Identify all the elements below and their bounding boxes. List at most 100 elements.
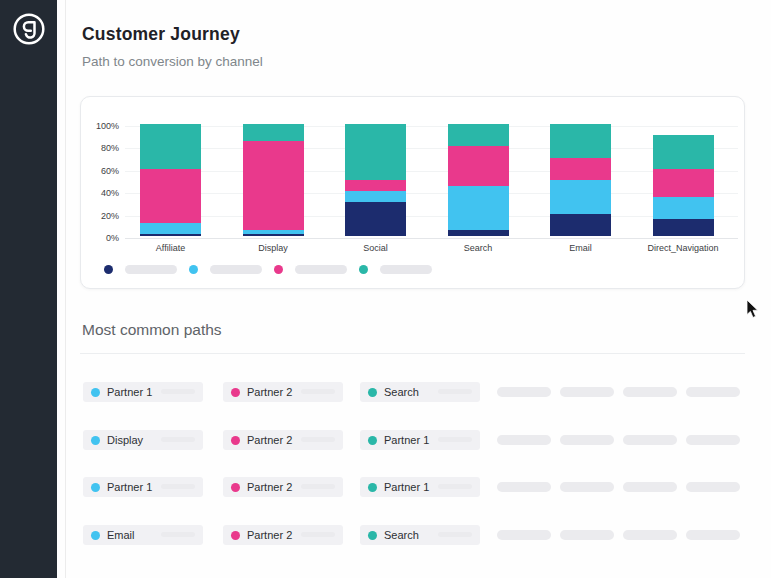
bar-email[interactable] xyxy=(550,124,611,236)
page-subtitle: Path to conversion by channel xyxy=(82,54,263,69)
path-step-chip[interactable]: Partner 2 xyxy=(223,525,343,545)
channel-dot-icon xyxy=(368,483,377,492)
path-step-placeholder xyxy=(623,435,677,445)
sidebar xyxy=(0,0,57,578)
app-logo-icon[interactable] xyxy=(11,11,47,47)
legend-item[interactable] xyxy=(104,264,177,274)
legend-dot-icon xyxy=(359,265,368,274)
path-step-label: Partner 1 xyxy=(384,481,429,493)
channel-dot-icon xyxy=(231,436,240,445)
path-step-chip[interactable]: Search xyxy=(360,525,480,545)
gridline xyxy=(125,193,738,194)
bar-segment[interactable] xyxy=(653,169,714,197)
bar-segment[interactable] xyxy=(653,197,714,219)
mouse-cursor-icon xyxy=(746,300,760,319)
bar-segment[interactable] xyxy=(448,230,509,236)
gridline xyxy=(125,238,738,239)
x-axis-label: Search xyxy=(423,243,533,253)
legend-label-placeholder xyxy=(295,265,347,274)
channel-dot-icon xyxy=(368,531,377,540)
bar-segment[interactable] xyxy=(243,124,304,141)
bar-segment[interactable] xyxy=(345,202,406,236)
paths-section-title: Most common paths xyxy=(82,321,222,339)
path-step-chip[interactable]: Partner 1 xyxy=(83,382,203,402)
bar-direct_navigation[interactable] xyxy=(653,135,714,236)
path-step-placeholder xyxy=(560,482,614,492)
path-step-label: Partner 2 xyxy=(247,529,292,541)
x-axis-label: Display xyxy=(218,243,328,253)
gridline xyxy=(125,126,738,127)
path-step-placeholder xyxy=(497,435,551,445)
bar-segment[interactable] xyxy=(345,124,406,180)
bar-segment[interactable] xyxy=(550,158,611,180)
bar-segment[interactable] xyxy=(243,234,304,236)
gridline xyxy=(125,171,738,172)
path-step-label: Partner 1 xyxy=(107,386,152,398)
path-step-chip[interactable]: Partner 2 xyxy=(223,477,343,497)
path-step-placeholder xyxy=(497,387,551,397)
legend-dot-icon xyxy=(104,265,113,274)
bar-segment[interactable] xyxy=(140,234,201,236)
bar-segment[interactable] xyxy=(550,124,611,158)
bar-segment[interactable] xyxy=(345,180,406,191)
gridline xyxy=(125,148,738,149)
channel-dot-icon xyxy=(91,436,100,445)
path-step-chip[interactable]: Search xyxy=(360,382,480,402)
legend-dot-icon xyxy=(189,265,198,274)
path-step-placeholder xyxy=(497,482,551,492)
legend-item[interactable] xyxy=(359,264,432,274)
bar-segment[interactable] xyxy=(448,186,509,231)
y-axis-tick: 100% xyxy=(81,122,119,131)
x-axis-label: Social xyxy=(321,243,431,253)
bar-segment[interactable] xyxy=(140,223,201,234)
bar-affiliate[interactable] xyxy=(140,124,201,236)
path-step-placeholder xyxy=(560,435,614,445)
page-title: Customer Journey xyxy=(82,24,240,45)
legend-item[interactable] xyxy=(189,264,262,274)
bar-segment[interactable] xyxy=(550,180,611,214)
path-step-chip[interactable]: Display xyxy=(83,430,203,450)
legend-label-placeholder xyxy=(125,265,177,274)
legend-item[interactable] xyxy=(274,264,347,274)
path-step-label: Display xyxy=(107,434,143,446)
bar-segment[interactable] xyxy=(243,141,304,231)
path-step-placeholder xyxy=(560,387,614,397)
chip-shimmer xyxy=(161,389,195,394)
x-axis-label: Affiliate xyxy=(116,243,226,253)
chip-shimmer xyxy=(301,389,335,394)
channel-dot-icon xyxy=(368,388,377,397)
y-axis-tick: 60% xyxy=(81,167,119,176)
path-step-chip[interactable]: Partner 2 xyxy=(223,382,343,402)
path-step-chip[interactable]: Partner 2 xyxy=(223,430,343,450)
path-step-chip[interactable]: Partner 1 xyxy=(83,477,203,497)
chip-shimmer xyxy=(438,532,472,537)
path-step-chip[interactable]: Email xyxy=(83,525,203,545)
bar-social[interactable] xyxy=(345,124,406,236)
bar-segment[interactable] xyxy=(448,124,509,146)
bar-search[interactable] xyxy=(448,124,509,236)
path-step-chip[interactable]: Partner 1 xyxy=(360,477,480,497)
chip-shimmer xyxy=(161,532,195,537)
bar-segment[interactable] xyxy=(653,135,714,169)
conversion-chart-card: 100%80%60%40%20%0%AffiliateDisplaySocial… xyxy=(80,96,745,289)
bar-segment[interactable] xyxy=(653,219,714,236)
bar-segment[interactable] xyxy=(140,124,201,169)
legend-dot-icon xyxy=(274,265,283,274)
bar-segment[interactable] xyxy=(345,191,406,202)
path-step-placeholder xyxy=(686,482,740,492)
content-left-border xyxy=(65,0,66,578)
path-step-placeholder xyxy=(497,530,551,540)
bar-segment[interactable] xyxy=(550,214,611,236)
chip-shimmer xyxy=(438,437,472,442)
chip-shimmer xyxy=(438,389,472,394)
path-step-label: Partner 2 xyxy=(247,434,292,446)
path-step-chip[interactable]: Partner 1 xyxy=(360,430,480,450)
bar-display[interactable] xyxy=(243,124,304,236)
path-step-label: Partner 1 xyxy=(384,434,429,446)
channel-dot-icon xyxy=(91,483,100,492)
path-step-label: Search xyxy=(384,386,419,398)
chip-shimmer xyxy=(438,484,472,489)
path-step-placeholder xyxy=(623,530,677,540)
bar-segment[interactable] xyxy=(448,146,509,185)
bar-segment[interactable] xyxy=(140,169,201,223)
